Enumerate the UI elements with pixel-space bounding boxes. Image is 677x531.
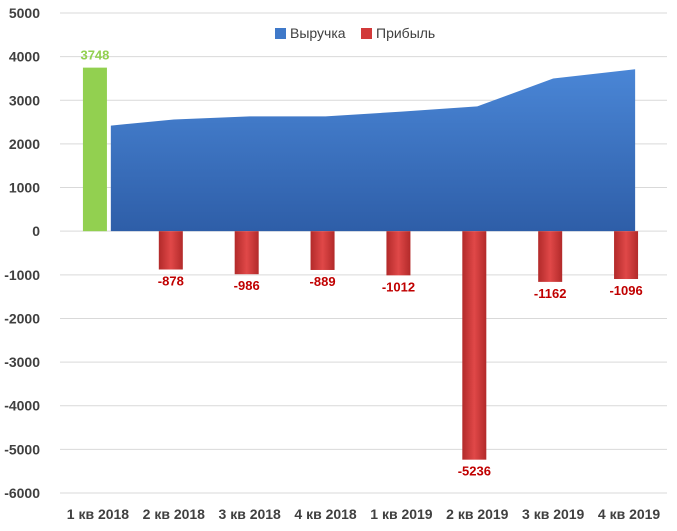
y-tick-label: 4000: [9, 49, 40, 65]
y-tick-label: -4000: [4, 398, 40, 414]
y-tick-label: 3000: [9, 92, 40, 108]
profit-bar: [234, 231, 259, 275]
x-tick-label: 2 кв 2019: [446, 506, 509, 522]
y-tick-label: -3000: [4, 354, 40, 370]
profit-bar: [386, 231, 411, 276]
y-tick-label: 1000: [9, 180, 40, 196]
legend-label-revenue: Выручка: [290, 25, 346, 41]
x-tick-label: 1 кв 2018: [67, 506, 130, 522]
profit-data-label: -1012: [382, 279, 415, 294]
profit-bar: [82, 67, 107, 232]
x-tick-label: 3 кв 2019: [522, 506, 585, 522]
profit-data-label: -986: [234, 278, 260, 293]
profit-bar: [462, 231, 487, 460]
legend: Выручка Прибыль: [275, 25, 435, 41]
y-tick-label: -1000: [4, 267, 40, 283]
y-axis: -6000 -5000 -4000 -3000 -2000 -1000 0 1000 2000 3…: [4, 5, 40, 501]
y-tick-label: 5000: [9, 5, 40, 21]
profit-data-label: -5236: [458, 464, 491, 479]
x-tick-label: 3 кв 2018: [219, 506, 282, 522]
profit-data-label: -1162: [534, 286, 567, 301]
y-tick-label: 0: [32, 223, 40, 239]
revenue-area: [110, 69, 636, 232]
x-tick-label: 4 кв 2019: [598, 506, 661, 522]
x-axis: 1 кв 2018 2 кв 2018 3 кв 2018 4 кв 2018 1 кв…: [67, 506, 661, 522]
revenue-area-path: [110, 69, 636, 232]
profit-bar: [310, 231, 335, 270]
profit-data-label: -889: [310, 274, 336, 289]
y-tick-label: 2000: [9, 136, 40, 152]
profit-data-label: 3748: [80, 48, 109, 63]
y-tick-label: -5000: [4, 441, 40, 457]
x-tick-label: 1 кв 2019: [370, 506, 433, 522]
profit-bar: [538, 231, 563, 282]
profit-bar: [158, 231, 183, 270]
y-tick-label: -6000: [4, 485, 40, 501]
data-labels: 3748 -878 -986 -889 -1012 -5236 -1162 -1096: [80, 48, 642, 479]
legend-label-profit: Прибыль: [376, 25, 435, 41]
y-tick-label: -2000: [4, 310, 40, 326]
profit-bar: [614, 231, 639, 280]
profit-data-label: -1096: [609, 283, 642, 298]
legend-swatch-profit: [361, 28, 372, 39]
profit-data-label: -878: [158, 273, 184, 288]
legend-swatch-revenue: [275, 28, 286, 39]
x-tick-label: 4 кв 2018: [294, 506, 357, 522]
x-tick-label: 2 кв 2018: [143, 506, 206, 522]
profit-bars: [82, 67, 639, 460]
